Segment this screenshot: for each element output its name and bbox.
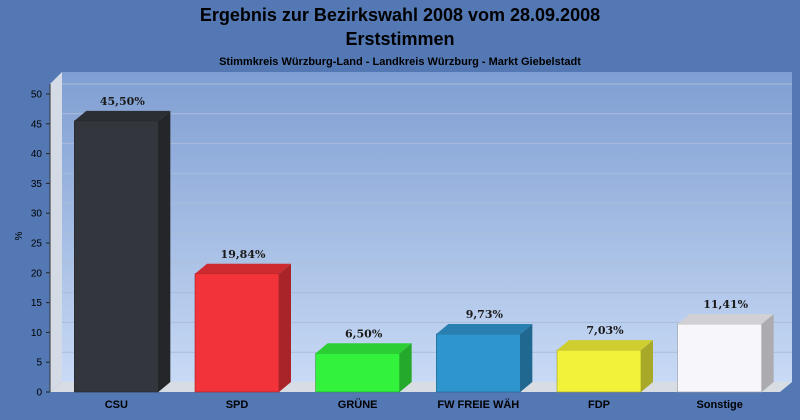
y-tick-label: 50: [31, 90, 43, 101]
bar-side: [279, 263, 291, 392]
y-tick-label: 30: [31, 209, 43, 220]
bar-spd: 19,84%: [194, 248, 291, 393]
value-label: 19,84%: [221, 248, 266, 261]
bar-fw-freie-wäh: 9,73%: [436, 308, 533, 393]
y-tick-label: 45: [31, 119, 43, 130]
x-tick-label: SPD: [226, 399, 249, 411]
x-tick-label: Sonstige: [696, 399, 742, 411]
bar-side: [641, 340, 653, 392]
value-label: 7,03%: [586, 324, 624, 337]
y-axis-label: %: [14, 231, 25, 240]
y-tick-label: 5: [36, 358, 42, 369]
y-tick-label: 25: [31, 239, 43, 250]
y-axis: % 0 5 10 15 20 25 30 35 40 45 50: [14, 84, 51, 399]
value-label: 11,41%: [703, 298, 748, 311]
value-label: 9,73%: [466, 308, 504, 321]
bar-front: [677, 323, 762, 393]
x-tick-label: FW FREIE WÄH: [437, 398, 519, 411]
bar-fdp: 7,03%: [556, 324, 653, 393]
x-tick-label: FDP: [588, 399, 610, 411]
bar-side: [520, 324, 533, 392]
x-tick-label: CSU: [105, 399, 128, 411]
bar-top: [315, 343, 412, 354]
bar-front: [194, 273, 280, 393]
bar-front: [436, 333, 521, 393]
y-tick-label: 10: [31, 328, 43, 339]
chart-subtitle: Erststimmen: [345, 29, 454, 49]
bar-side: [399, 343, 412, 392]
bar-front: [74, 120, 159, 393]
value-label: 45,50%: [100, 95, 145, 108]
plot-side-wall: [50, 72, 62, 392]
value-label: 6,50%: [345, 327, 383, 340]
y-tick-label: 15: [31, 298, 43, 309]
bar-side: [761, 313, 774, 392]
y-tick-label: 40: [31, 149, 43, 160]
bar-top: [74, 110, 171, 121]
y-tick-label: 20: [31, 268, 43, 279]
y-tick-label: 0: [36, 388, 42, 399]
bar-grüne: 6,50%: [315, 327, 412, 393]
bar-csu: 45,50%: [74, 95, 171, 393]
x-tick-label: GRÜNE: [338, 398, 378, 411]
bars: 45,50% 19,84% 6,50% 9,73% 7,03% 11,41%: [74, 95, 774, 393]
bar-sonstige: 11,41%: [677, 298, 774, 393]
chart-title: Ergebnis zur Bezirkswahl 2008 vom 28.09.…: [200, 5, 600, 25]
bar-front: [556, 349, 642, 393]
bar-front: [315, 352, 400, 393]
grid-lines: [62, 83, 792, 353]
bar-top: [677, 313, 774, 324]
bar-side: [158, 110, 171, 392]
y-tick-label: 35: [31, 179, 43, 190]
bar-top: [557, 340, 653, 351]
bar-top: [436, 324, 533, 335]
chart-caption: Stimmkreis Würzburg-Land - Landkreis Wür…: [219, 56, 581, 68]
bar-top: [195, 263, 291, 274]
category-labels: CSU SPD GRÜNE FW FREIE WÄH FDP Sonstige: [105, 398, 743, 411]
